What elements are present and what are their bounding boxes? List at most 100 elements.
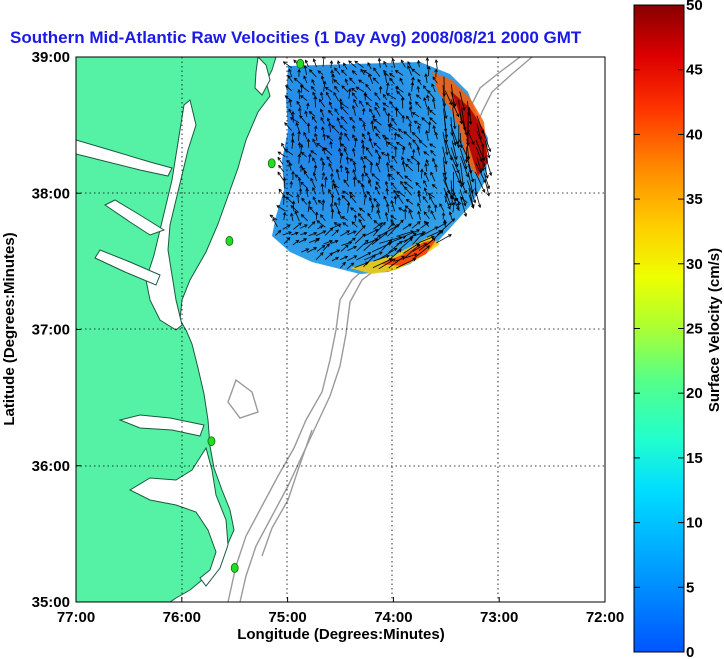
velocity-arrow <box>468 187 474 207</box>
velocity-arrow <box>468 194 474 209</box>
velocity-arrow <box>415 101 422 109</box>
velocity-arrow-head <box>423 97 427 101</box>
velocity-arrow <box>349 191 356 198</box>
velocity-arrow-head <box>363 155 368 160</box>
velocity-arrow <box>387 141 396 148</box>
velocity-arrow <box>311 79 315 86</box>
velocity-arrow-head <box>340 143 345 147</box>
velocity-arrow <box>450 155 460 173</box>
velocity-arrow-head <box>301 197 305 202</box>
velocity-arrow <box>356 252 371 261</box>
velocity-arrow <box>394 253 417 262</box>
velocity-arrow <box>421 117 429 124</box>
velocity-arrow <box>351 221 358 228</box>
velocity-arrow <box>303 171 310 179</box>
velocity-arrow <box>284 148 294 156</box>
velocity-arrow-head <box>305 248 310 252</box>
velocity-arrow <box>432 98 436 109</box>
velocity-arrow-head <box>328 101 333 105</box>
velocity-arrow <box>389 122 391 132</box>
velocity-arrow <box>417 147 421 156</box>
velocity-arrow <box>316 245 325 252</box>
velocity-arrow-head <box>449 101 453 106</box>
velocity-arrow-head <box>441 211 446 216</box>
velocity-arrow-head <box>351 221 356 225</box>
velocity-arrow-head <box>434 163 438 168</box>
colorbar-label: Surface Velocity (cm/s) <box>706 248 723 412</box>
velocity-arrow <box>483 173 490 189</box>
velocity-arrow <box>484 140 490 158</box>
velocity-arrow <box>450 124 458 145</box>
velocity-arrow-head <box>312 138 316 143</box>
velocity-arrow-head <box>456 169 460 174</box>
velocity-arrow-head <box>358 79 362 83</box>
velocity-arrow-head <box>320 75 325 80</box>
velocity-arrow-head <box>463 202 467 207</box>
velocity-arrow-head <box>370 203 375 208</box>
velocity-arrow <box>363 194 367 205</box>
velocity-arrow <box>387 222 394 230</box>
velocity-arrow-head <box>385 187 389 192</box>
velocity-arrow <box>291 139 294 149</box>
velocity-arrow-head <box>317 199 322 204</box>
velocity-arrow-head <box>408 100 413 105</box>
velocity-arrow-head <box>373 118 378 123</box>
velocity-arrow <box>371 173 381 182</box>
velocity-arrow <box>400 59 406 68</box>
velocity-arrow <box>444 219 446 227</box>
velocity-arrow <box>352 148 356 157</box>
velocity-arrow-head <box>383 69 387 74</box>
velocity-arrow <box>467 130 475 145</box>
velocity-arrow <box>429 143 437 149</box>
velocity-arrow-head <box>417 192 422 197</box>
velocity-arrow <box>395 258 416 269</box>
velocity-arrow <box>347 230 357 236</box>
velocity-arrow-head <box>430 210 434 214</box>
velocity-arrow <box>325 87 333 93</box>
velocity-arrow-head <box>318 98 323 103</box>
velocity-arrow <box>461 106 466 131</box>
velocity-arrow-head <box>384 211 389 216</box>
velocity-arrow <box>433 125 436 133</box>
velocity-arrow-head <box>287 224 291 228</box>
velocity-arrow-head <box>285 85 289 89</box>
velocity-arrow-head <box>358 117 363 122</box>
velocity-arrow-head <box>334 67 338 72</box>
velocity-arrow-head <box>432 157 436 162</box>
velocity-arrow <box>308 232 317 237</box>
velocity-arrow-head <box>398 207 402 211</box>
velocity-arrow <box>326 156 332 164</box>
velocity-arrow <box>303 75 308 84</box>
velocity-arrow <box>402 223 412 230</box>
velocity-arrow-head <box>304 59 309 64</box>
x-tick-label: 73:00 <box>480 609 518 626</box>
velocity-arrow <box>452 196 459 211</box>
velocity-arrow-head <box>464 131 468 136</box>
velocity-arrow <box>426 130 429 141</box>
velocity-arrow-head <box>329 140 333 145</box>
velocity-arrow-head <box>370 120 374 125</box>
velocity-arrow-head <box>358 207 363 211</box>
velocity-arrow <box>269 214 278 221</box>
x-tick-label: 74:00 <box>374 609 412 626</box>
velocity-arrow <box>277 151 286 157</box>
velocity-arrow-head <box>481 189 486 193</box>
velocity-arrow-head <box>423 220 428 225</box>
velocity-arrow-head <box>322 230 327 234</box>
velocity-arrow <box>408 142 412 149</box>
velocity-arrow <box>286 160 293 166</box>
velocity-arrow <box>285 196 294 204</box>
velocity-arrow-head <box>343 147 347 152</box>
velocity-arrow <box>399 78 404 85</box>
velocity-arrow-head <box>434 226 439 230</box>
velocity-arrow <box>385 212 389 222</box>
velocity-arrow-head <box>333 184 338 189</box>
velocity-arrow <box>367 62 372 70</box>
velocity-arrow-head <box>346 230 350 234</box>
velocity-arrow-head <box>378 85 383 90</box>
velocity-arrow-head <box>287 75 291 79</box>
velocity-arrow-head <box>319 225 324 229</box>
velocity-arrow <box>450 91 456 106</box>
velocity-arrow-head <box>326 156 330 160</box>
